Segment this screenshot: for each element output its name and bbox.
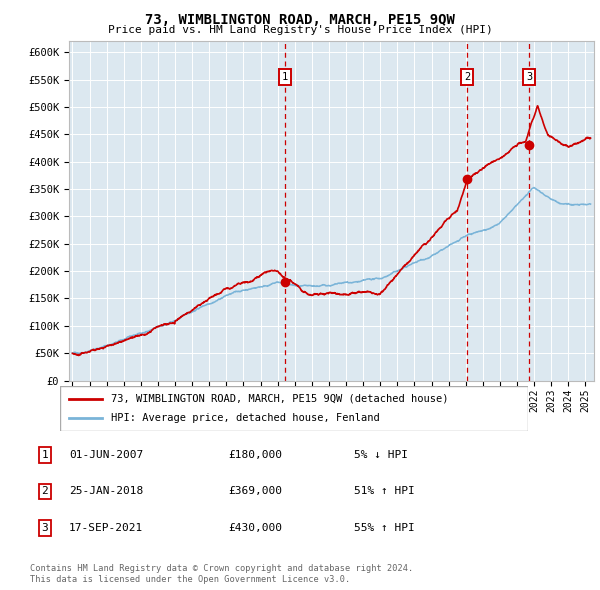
FancyBboxPatch shape xyxy=(60,386,528,431)
Text: 73, WIMBLINGTON ROAD, MARCH, PE15 9QW: 73, WIMBLINGTON ROAD, MARCH, PE15 9QW xyxy=(145,13,455,27)
Text: 25-JAN-2018: 25-JAN-2018 xyxy=(69,487,143,496)
Text: This data is licensed under the Open Government Licence v3.0.: This data is licensed under the Open Gov… xyxy=(30,575,350,584)
Text: £430,000: £430,000 xyxy=(228,523,282,533)
Text: £180,000: £180,000 xyxy=(228,450,282,460)
Text: Contains HM Land Registry data © Crown copyright and database right 2024.: Contains HM Land Registry data © Crown c… xyxy=(30,565,413,573)
Text: 01-JUN-2007: 01-JUN-2007 xyxy=(69,450,143,460)
Text: 2: 2 xyxy=(464,72,470,82)
Text: 5% ↓ HPI: 5% ↓ HPI xyxy=(354,450,408,460)
Text: 1: 1 xyxy=(281,72,288,82)
Text: 17-SEP-2021: 17-SEP-2021 xyxy=(69,523,143,533)
Text: £369,000: £369,000 xyxy=(228,487,282,496)
Text: 73, WIMBLINGTON ROAD, MARCH, PE15 9QW (detached house): 73, WIMBLINGTON ROAD, MARCH, PE15 9QW (d… xyxy=(112,394,449,404)
Text: 51% ↑ HPI: 51% ↑ HPI xyxy=(354,487,415,496)
Text: 3: 3 xyxy=(41,523,49,533)
Text: 1: 1 xyxy=(41,450,49,460)
Text: 2: 2 xyxy=(41,487,49,496)
Text: 3: 3 xyxy=(526,72,532,82)
Text: 55% ↑ HPI: 55% ↑ HPI xyxy=(354,523,415,533)
Text: Price paid vs. HM Land Registry's House Price Index (HPI): Price paid vs. HM Land Registry's House … xyxy=(107,25,493,35)
Text: HPI: Average price, detached house, Fenland: HPI: Average price, detached house, Fenl… xyxy=(112,414,380,423)
